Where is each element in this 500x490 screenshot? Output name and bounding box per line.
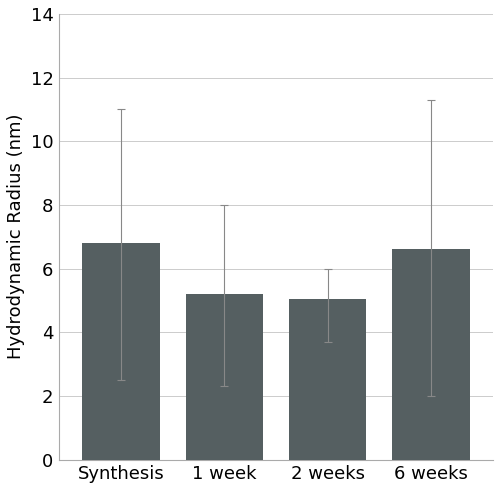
Bar xyxy=(392,249,470,460)
Y-axis label: Hydrodynamic Radius (nm): Hydrodynamic Radius (nm) xyxy=(7,114,25,360)
Bar xyxy=(289,299,366,460)
Bar xyxy=(186,294,263,460)
Bar xyxy=(82,243,160,460)
